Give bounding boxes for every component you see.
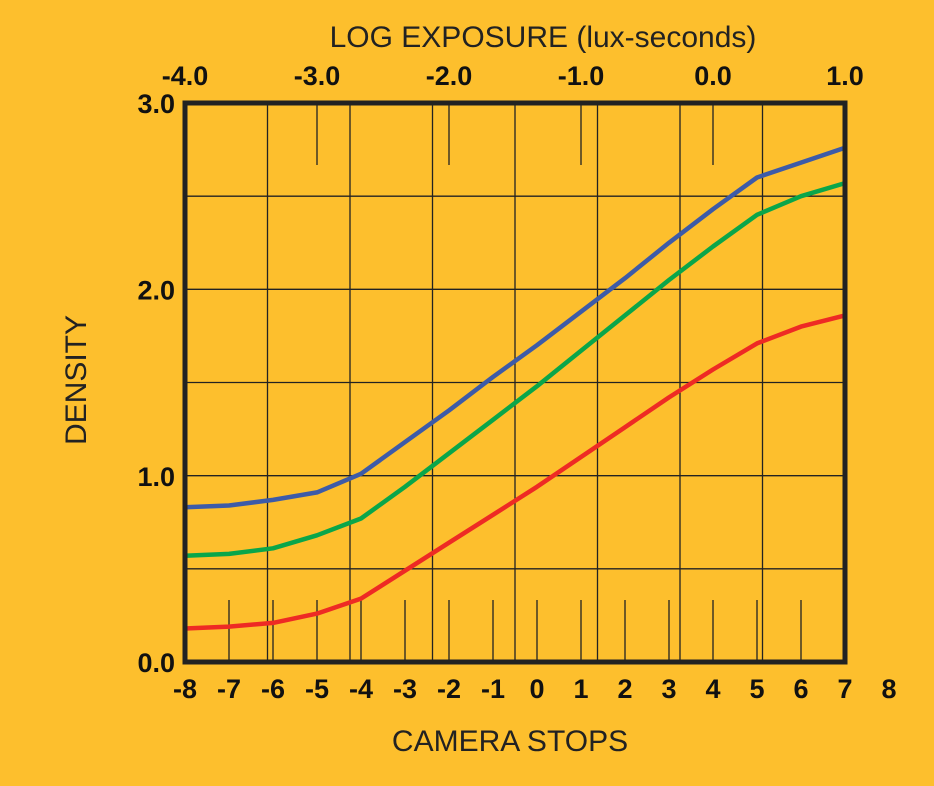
top-tick-label: -1.0 bbox=[558, 61, 605, 91]
x-tick-label: 2 bbox=[617, 674, 632, 704]
plot-frame bbox=[182, 100, 848, 665]
x-tick-label: -8 bbox=[173, 674, 197, 704]
y-axis-title: DENSITY bbox=[60, 315, 93, 445]
x-tick-label: -3 bbox=[393, 674, 417, 704]
x-tick-label: -6 bbox=[261, 674, 285, 704]
x-tick-label: 1 bbox=[573, 674, 588, 704]
top-tick-label: 1.0 bbox=[826, 61, 864, 91]
top-tick-label: -4.0 bbox=[162, 61, 209, 91]
x-tick-label: 7 bbox=[837, 674, 852, 704]
top-tick-label: 0.0 bbox=[694, 61, 732, 91]
top-tick-label: -3.0 bbox=[294, 61, 341, 91]
x-tick-label: 8 bbox=[881, 674, 896, 704]
y-tick-label: 1.0 bbox=[137, 462, 175, 492]
y-tick-label: 0.0 bbox=[137, 648, 175, 678]
top-tick-label: -2.0 bbox=[426, 61, 473, 91]
top-axis-title: LOG EXPOSURE (lux-seconds) bbox=[330, 21, 757, 54]
x-tick-label: 4 bbox=[705, 674, 720, 704]
density-curve bbox=[182, 180, 848, 559]
x-tick-label: 6 bbox=[793, 674, 808, 704]
y-tick-label: 2.0 bbox=[137, 275, 175, 305]
y-tick-label: 3.0 bbox=[137, 89, 175, 119]
x-tick-label: 5 bbox=[749, 674, 764, 704]
x-tick-label: -7 bbox=[217, 674, 241, 704]
density-curve bbox=[182, 313, 848, 631]
x-axis-title: CAMERA STOPS bbox=[392, 725, 628, 758]
x-tick-label: -4 bbox=[349, 674, 373, 704]
x-tick-label: -5 bbox=[305, 674, 329, 704]
x-tick-label: 3 bbox=[661, 674, 676, 704]
x-tick-label: 0 bbox=[529, 674, 544, 704]
x-tick-label: -2 bbox=[437, 674, 461, 704]
density-curve bbox=[182, 145, 848, 510]
x-tick-label: -1 bbox=[481, 674, 505, 704]
